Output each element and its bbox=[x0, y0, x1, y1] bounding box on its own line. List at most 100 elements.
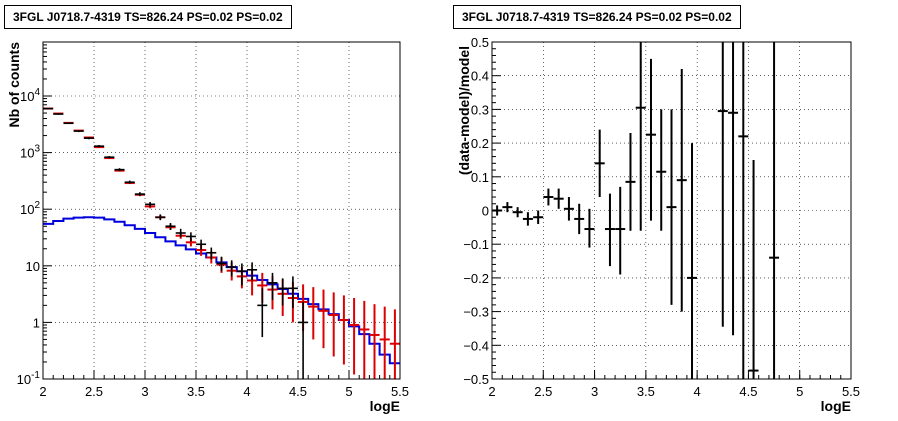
residual-point bbox=[553, 188, 564, 209]
data-point bbox=[298, 301, 309, 379]
y-axis-label: Nb of counts bbox=[6, 42, 22, 128]
residual-point bbox=[748, 159, 759, 379]
x-tick-label: 3 bbox=[591, 384, 598, 399]
y-axis-label: (data-model)/model bbox=[456, 46, 472, 175]
data-point bbox=[134, 192, 145, 197]
model-point bbox=[359, 300, 370, 379]
x-tick-label: 4.5 bbox=[289, 384, 307, 399]
x-tick-label: 3 bbox=[141, 384, 148, 399]
x-tick-label: 5 bbox=[345, 384, 352, 399]
residual-point bbox=[738, 42, 749, 379]
residual-point bbox=[502, 202, 513, 213]
data-point bbox=[196, 239, 207, 251]
x-tick-label: 4 bbox=[694, 384, 701, 399]
x-tick-label: 5 bbox=[796, 384, 803, 399]
data-point bbox=[94, 145, 105, 148]
y-tick-label: 0 bbox=[482, 204, 489, 219]
residual-point bbox=[625, 132, 636, 231]
data-point bbox=[267, 272, 278, 300]
y-tick-label: 0.2 bbox=[471, 136, 489, 151]
x-tick-label: 4.5 bbox=[739, 384, 757, 399]
right-plot: 2 2.5 3 3.5 4 4.5 5 5.5 −0.5 −0.4 −0.3 −0.2 −0.1 0 0.1… bbox=[456, 35, 860, 414]
residual-point bbox=[769, 42, 780, 379]
model-point bbox=[338, 295, 349, 365]
y-tick-label: 0.3 bbox=[471, 102, 489, 117]
y-tick-label: −0.1 bbox=[463, 237, 489, 252]
model-point bbox=[379, 306, 390, 379]
residual-point bbox=[645, 58, 656, 221]
left-plot-frame bbox=[42, 41, 401, 380]
model-point bbox=[369, 304, 380, 379]
data-point bbox=[63, 122, 74, 125]
model-point bbox=[308, 287, 319, 340]
residual-point bbox=[604, 193, 615, 267]
x-axis-label: logE bbox=[821, 398, 851, 414]
x-tick-label: 2.5 bbox=[85, 384, 103, 399]
y-tick-label: 104 bbox=[20, 87, 40, 104]
residual-point bbox=[676, 68, 687, 312]
y-tick-label: −0.4 bbox=[463, 338, 489, 353]
residual-point bbox=[584, 208, 595, 248]
residual-point bbox=[728, 42, 739, 336]
y-tick-label: −0.3 bbox=[463, 305, 489, 320]
residual-point bbox=[543, 188, 554, 206]
x-tick-label: 5.5 bbox=[842, 384, 860, 399]
y-tick-label: 10-1 bbox=[17, 370, 41, 387]
right-plot-title: 3FGL J0718.7-4319 TS=826.24 PS=0.02 PS=0… bbox=[453, 5, 741, 29]
model-point bbox=[389, 309, 400, 379]
model-point bbox=[318, 289, 329, 349]
y-tick-label: −0.2 bbox=[463, 271, 489, 286]
y-tick-label: 0.1 bbox=[471, 170, 489, 185]
x-tick-label: 3.5 bbox=[637, 384, 655, 399]
left-plot-title: 3FGL J0718.7-4319 TS=826.24 PS=0.02 PS=0… bbox=[4, 5, 292, 29]
residual-point bbox=[666, 109, 677, 305]
data-point bbox=[247, 262, 258, 281]
residual-point bbox=[533, 210, 544, 224]
residual-point bbox=[512, 207, 523, 218]
x-tick-label: 4 bbox=[243, 384, 250, 399]
y-tick-label: 0.4 bbox=[471, 69, 489, 84]
x-tick-label: 3.5 bbox=[187, 384, 205, 399]
data-point bbox=[216, 256, 227, 272]
data-point bbox=[83, 137, 94, 140]
data-point bbox=[236, 263, 247, 286]
residual-point bbox=[594, 129, 605, 198]
data-point bbox=[155, 214, 166, 221]
data-point bbox=[145, 202, 156, 207]
x-tick-label: 2.5 bbox=[534, 384, 552, 399]
x-tick-label: 2 bbox=[39, 384, 46, 399]
x-axis-label: logE bbox=[370, 398, 400, 414]
data-point bbox=[287, 276, 298, 308]
data-point bbox=[257, 288, 268, 338]
data-point bbox=[104, 156, 115, 159]
residual-point bbox=[635, 42, 646, 231]
x-tick-label: 5.5 bbox=[391, 384, 409, 399]
data-point bbox=[73, 130, 84, 133]
data-point bbox=[114, 168, 125, 172]
data-point bbox=[175, 228, 186, 238]
data-point bbox=[124, 180, 135, 184]
y-tick-label: −0.5 bbox=[463, 372, 489, 387]
residual-point bbox=[574, 203, 585, 235]
background-histogram-line bbox=[43, 216, 400, 365]
residual-point bbox=[656, 109, 667, 231]
y-tick-label: 0.5 bbox=[471, 35, 489, 50]
left-plot: 2 2.5 3 3.5 4 4.5 5 5.5 10-1 1 10 102 103 104 logE Nb o… bbox=[6, 41, 409, 414]
data-point bbox=[53, 113, 64, 115]
y-tick-label: 1 bbox=[33, 315, 40, 330]
x-tick-label: 2 bbox=[488, 384, 495, 399]
y-tick-label: 103 bbox=[20, 144, 40, 161]
residual-point bbox=[522, 212, 533, 226]
data-point bbox=[165, 223, 176, 230]
y-tick-label: 102 bbox=[20, 200, 40, 217]
residual-point bbox=[717, 42, 728, 327]
data-point bbox=[277, 278, 288, 306]
data-point bbox=[206, 247, 217, 260]
y-tick-label: 10 bbox=[26, 259, 40, 274]
data-point bbox=[226, 260, 237, 277]
residual-point bbox=[563, 197, 574, 221]
residual-point bbox=[615, 186, 626, 275]
model-point bbox=[328, 292, 339, 357]
model-point bbox=[349, 297, 360, 375]
